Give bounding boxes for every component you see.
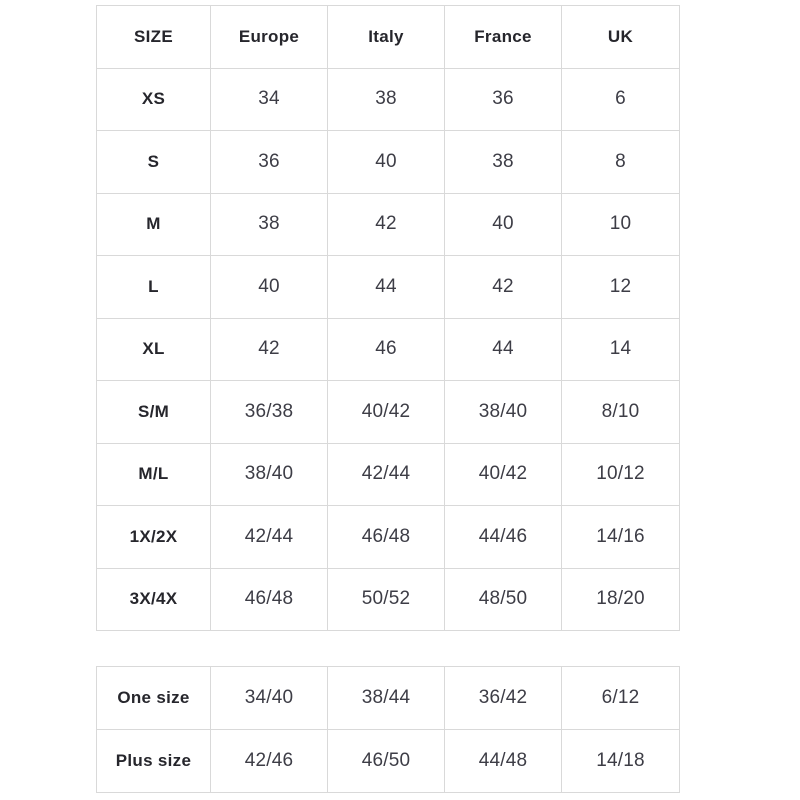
row-label: S xyxy=(96,130,211,194)
size-value: 6/12 xyxy=(561,666,680,730)
size-value: 10 xyxy=(561,192,680,256)
special-sizes-table: One size 34/40 38/44 36/42 6/12 Plus size 42/4… xyxy=(96,666,680,793)
row-label: L xyxy=(96,255,211,319)
size-value: 44/46 xyxy=(444,505,562,569)
row-label: M/L xyxy=(96,442,211,506)
row-label: 3X/4X xyxy=(96,567,211,631)
main-table-body: XS 34 38 36 6 S 36 40 38 8 M 38 42 40 10 L 40 44 42 12 XL 42 4… xyxy=(96,67,680,631)
size-value: 38/44 xyxy=(327,666,445,730)
size-value: 46 xyxy=(327,317,445,381)
column-header: France xyxy=(444,5,562,69)
size-value: 40/42 xyxy=(444,442,562,506)
row-label: Plus size xyxy=(96,729,211,793)
table-row: M 38 42 40 10 xyxy=(96,192,680,256)
size-value: 42/44 xyxy=(327,442,445,506)
size-value: 38 xyxy=(210,192,328,256)
table-row: M/L 38/40 42/44 40/42 10/12 xyxy=(96,442,680,506)
special-table-body: One size 34/40 38/44 36/42 6/12 Plus size 42/4… xyxy=(96,666,680,793)
size-value: 8 xyxy=(561,130,680,194)
size-value: 42 xyxy=(210,317,328,381)
size-value: 14 xyxy=(561,317,680,381)
table-row: S 36 40 38 8 xyxy=(96,130,680,194)
size-value: 34 xyxy=(210,67,328,131)
size-value: 40 xyxy=(327,130,445,194)
table-row: One size 34/40 38/44 36/42 6/12 xyxy=(96,666,680,730)
size-value: 36/42 xyxy=(444,666,562,730)
row-label: M xyxy=(96,192,211,256)
table-row: XL 42 46 44 14 xyxy=(96,317,680,381)
size-value: 46/48 xyxy=(210,567,328,631)
size-value: 38 xyxy=(444,130,562,194)
size-value: 40 xyxy=(444,192,562,256)
size-chart-page: SIZE Europe Italy France UK XS 34 38 36 6 S 36 40 38… xyxy=(96,5,680,793)
column-header: SIZE xyxy=(96,5,211,69)
size-value: 12 xyxy=(561,255,680,319)
header-row: SIZE Europe Italy France UK xyxy=(96,5,680,69)
size-value: 14/18 xyxy=(561,729,680,793)
column-header: Italy xyxy=(327,5,445,69)
size-value: 14/16 xyxy=(561,505,680,569)
size-conversion-table: SIZE Europe Italy France UK XS 34 38 36 6 S 36 40 38… xyxy=(96,5,680,631)
size-value: 40 xyxy=(210,255,328,319)
table-row: XS 34 38 36 6 xyxy=(96,67,680,131)
size-value: 48/50 xyxy=(444,567,562,631)
size-value: 44 xyxy=(444,317,562,381)
table-row: 1X/2X 42/44 46/48 44/46 14/16 xyxy=(96,505,680,569)
size-value: 8/10 xyxy=(561,380,680,444)
size-value: 42/46 xyxy=(210,729,328,793)
row-label: XL xyxy=(96,317,211,381)
table-row: 3X/4X 46/48 50/52 48/50 18/20 xyxy=(96,567,680,631)
size-value: 42/44 xyxy=(210,505,328,569)
size-value: 50/52 xyxy=(327,567,445,631)
table-row: Plus size 42/46 46/50 44/48 14/18 xyxy=(96,729,680,793)
size-value: 36 xyxy=(210,130,328,194)
size-value: 44 xyxy=(327,255,445,319)
size-value: 6 xyxy=(561,67,680,131)
column-header: Europe xyxy=(210,5,328,69)
size-value: 46/48 xyxy=(327,505,445,569)
size-value: 44/48 xyxy=(444,729,562,793)
size-value: 42 xyxy=(444,255,562,319)
size-value: 40/42 xyxy=(327,380,445,444)
size-value: 36 xyxy=(444,67,562,131)
size-value: 38/40 xyxy=(210,442,328,506)
size-value: 18/20 xyxy=(561,567,680,631)
table-row: L 40 44 42 12 xyxy=(96,255,680,319)
row-label: XS xyxy=(96,67,211,131)
size-value: 34/40 xyxy=(210,666,328,730)
size-value: 10/12 xyxy=(561,442,680,506)
row-label: 1X/2X xyxy=(96,505,211,569)
size-value: 38 xyxy=(327,67,445,131)
row-label: S/M xyxy=(96,380,211,444)
size-value: 38/40 xyxy=(444,380,562,444)
column-header: UK xyxy=(561,5,680,69)
size-value: 46/50 xyxy=(327,729,445,793)
size-value: 42 xyxy=(327,192,445,256)
table-gap xyxy=(96,631,680,666)
size-value: 36/38 xyxy=(210,380,328,444)
row-label: One size xyxy=(96,666,211,730)
table-row: S/M 36/38 40/42 38/40 8/10 xyxy=(96,380,680,444)
